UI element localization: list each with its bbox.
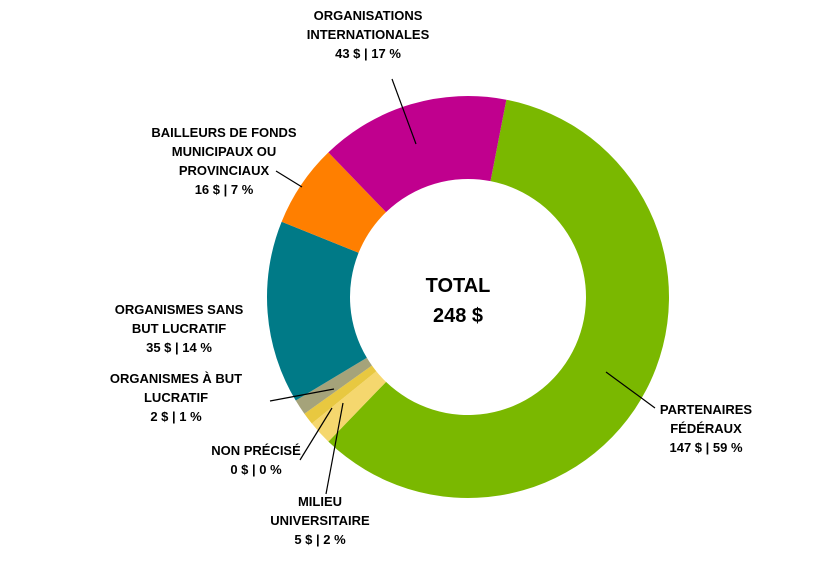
label-organismes-a-but-lucratif-name-line: LUCRATIF — [144, 390, 208, 405]
label-organisations-internationales-leader-line — [391, 78, 417, 145]
slices-group — [267, 96, 669, 498]
slice-non-precise — [304, 365, 377, 424]
label-organismes-sans-but-lucratif-value: 35 $ | 14 % — [146, 340, 212, 355]
label-organisations-internationales-name-line: INTERNATIONALES — [307, 27, 430, 42]
label-milieu-universitaire-name-line: MILIEU — [298, 494, 342, 509]
label-bailleurs-de-fonds-municipaux-ou-provinciaux-value: 16 $ | 7 % — [195, 182, 254, 197]
labels-group: PARTENAIRES FÉDÉRAUX 147 $ | 59 % MILIEU UNI… — [110, 8, 753, 547]
slice-milieu-universitaire — [311, 371, 387, 442]
slice-bailleurs-de-fonds-municipaux-ou-provinciaux — [281, 152, 387, 253]
label-milieu-universitaire-name-line: UNIVERSITAIRE — [270, 513, 370, 528]
leader-lines-group — [269, 78, 656, 495]
slice-organismes-a-but-lucratif — [295, 357, 372, 414]
label-organismes-sans-but-lucratif-name-line: ORGANISMES SANS — [115, 302, 244, 317]
label-non-precise-value: 0 $ | 0 % — [230, 462, 282, 477]
label-partenaires-federaux-name-line: PARTENAIRES — [660, 402, 753, 417]
label-bailleurs-de-fonds-municipaux-ou-provinciaux-name-line: BAILLEURS DE FONDS — [151, 125, 297, 140]
label-organisations-internationales-name-line: ORGANISATIONS — [314, 8, 423, 23]
label-partenaires-federaux-name-line: FÉDÉRAUX — [670, 421, 742, 436]
label-organismes-a-but-lucratif-name-line: ORGANISMES À BUT — [110, 371, 242, 386]
label-organisations-internationales-value: 43 $ | 17 % — [335, 46, 401, 61]
label-bailleurs-de-fonds-municipaux-ou-provinciaux-leader-line — [275, 170, 303, 188]
label-organismes-a-but-lucratif-value: 2 $ | 1 % — [150, 409, 202, 424]
label-non-precise-leader-line — [299, 407, 333, 461]
label-milieu-universitaire-value: 5 $ | 2 % — [294, 532, 346, 547]
label-partenaires-federaux-leader-line — [605, 371, 656, 409]
center-total-label: TOTAL — [426, 275, 491, 297]
label-non-precise-name-line: NON PRÉCISÉ — [211, 443, 301, 458]
slice-organismes-sans-but-lucratif — [267, 221, 367, 401]
label-milieu-universitaire-leader-line — [325, 402, 344, 495]
label-bailleurs-de-fonds-municipaux-ou-provinciaux-name-line: PROVINCIAUX — [179, 163, 270, 178]
label-partenaires-federaux-value: 147 $ | 59 % — [669, 440, 742, 455]
center-total-value: 248 $ — [433, 305, 483, 327]
label-organismes-a-but-lucratif-leader-line — [269, 388, 335, 402]
slice-partenaires-federaux — [328, 99, 669, 498]
slice-organisations-internationales — [328, 96, 507, 213]
label-organismes-sans-but-lucratif-name-line: BUT LUCRATIF — [132, 321, 226, 336]
label-bailleurs-de-fonds-municipaux-ou-provinciaux-name-line: MUNICIPAUX OU — [172, 144, 276, 159]
